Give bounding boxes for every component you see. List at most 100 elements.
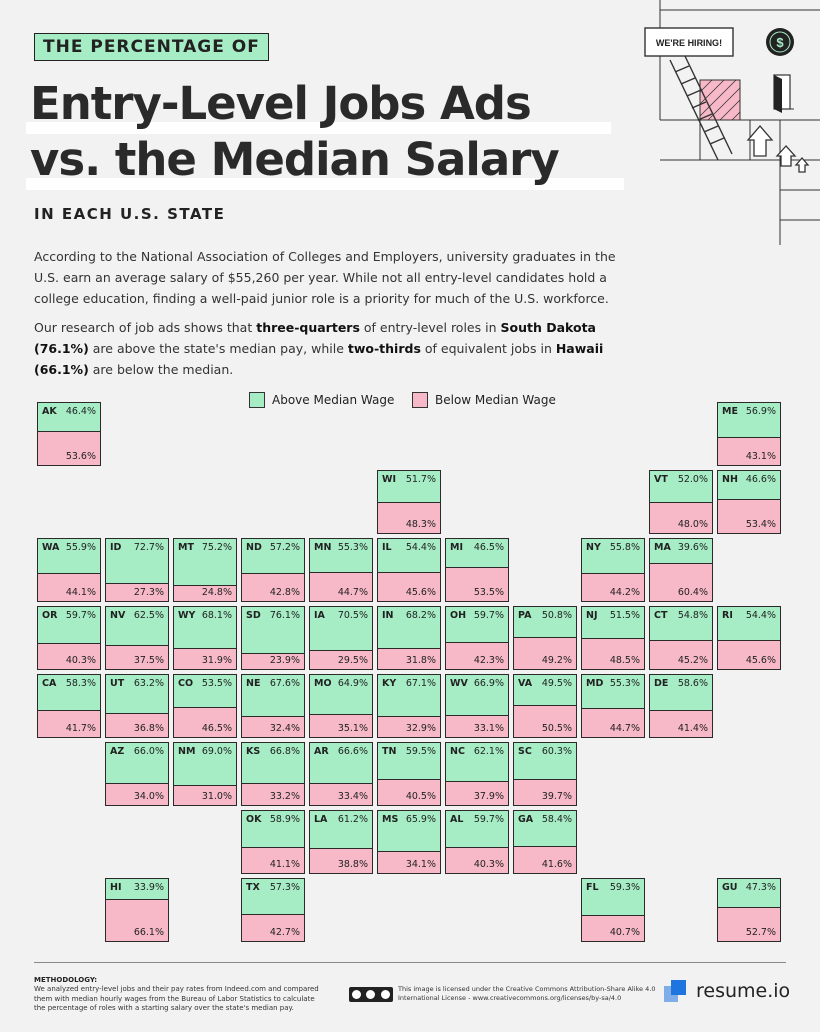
below-median-value: 32.9% [405,723,436,734]
state-code: AK [42,406,57,417]
state-tile-de: DE 58.6% 41.4% [649,674,713,738]
above-median-value: 56.9% [745,406,776,417]
above-median-value: 39.6% [677,542,708,553]
state-tile-co: CO 53.5% 46.5% [173,674,237,738]
below-median-fill [310,714,372,737]
below-median-fill [378,851,440,873]
state-tile-wy: WY 68.1% 31.9% [173,606,237,670]
footer-divider [34,962,786,963]
state-code: VA [518,678,533,689]
below-median-fill [650,710,712,737]
above-median-value: 62.1% [473,746,504,757]
below-median-fill [718,640,780,669]
state-code: MA [654,542,671,553]
below-median-fill [582,915,644,941]
state-code: CA [42,678,57,689]
below-median-fill [310,572,372,601]
below-median-fill [514,705,576,737]
state-code: NJ [586,610,598,621]
below-median-fill [650,640,712,669]
state-tile-ms: MS 65.9% 34.1% [377,810,441,874]
below-median-value: 45.6% [745,655,776,666]
below-median-fill [38,431,100,465]
state-tile-ct: CT 54.8% 45.2% [649,606,713,670]
below-median-fill [106,583,168,601]
above-median-value: 62.5% [133,610,164,621]
below-median-value: 45.6% [405,587,436,598]
below-median-fill [582,573,644,601]
state-code: WI [382,474,397,485]
legend-label-below: Below Median Wage [435,393,556,407]
brand[interactable]: resume.io [664,980,790,1002]
state-tile-ky: KY 67.1% 32.9% [377,674,441,738]
above-median-value: 61.2% [337,814,368,825]
state-code: MN [314,542,332,553]
below-median-fill [242,847,304,873]
above-median-value: 33.9% [133,882,164,893]
state-tile-mo: MO 64.9% 35.1% [309,674,373,738]
state-tile-mn: MN 55.3% 44.7% [309,538,373,602]
below-median-fill [378,648,440,669]
above-median-value: 67.1% [405,678,436,689]
state-tile-nj: NJ 51.5% 48.5% [581,606,645,670]
above-median-value: 59.7% [473,814,504,825]
below-median-value: 66.1% [133,927,164,938]
state-tile-ks: KS 66.8% 33.2% [241,742,305,806]
above-median-value: 64.9% [337,678,368,689]
below-median-value: 41.1% [269,859,300,870]
below-median-fill [446,567,508,601]
above-median-value: 68.2% [405,610,436,621]
below-median-fill [38,710,100,737]
below-median-value: 37.5% [133,655,164,666]
state-code: NH [722,474,738,485]
below-median-fill [650,502,712,533]
below-median-value: 48.0% [677,519,708,530]
below-median-fill [446,715,508,737]
state-tile-ne: NE 67.6% 32.4% [241,674,305,738]
state-tile-oh: OH 59.7% 42.3% [445,606,509,670]
state-tile-al: AL 59.7% 40.3% [445,810,509,874]
legend-label-above: Above Median Wage [272,393,395,407]
state-code: MO [314,678,332,689]
below-median-value: 40.3% [65,655,96,666]
below-median-fill [174,648,236,669]
above-median-value: 60.3% [541,746,572,757]
below-median-value: 31.0% [201,791,232,802]
below-median-value: 40.3% [473,859,504,870]
above-median-value: 47.3% [745,882,776,893]
resume-io-logo-icon [664,980,686,1002]
below-median-fill [242,914,304,941]
dollar-symbol: $ [776,35,784,50]
below-median-value: 37.9% [473,791,504,802]
state-tile-ar: AR 66.6% 33.4% [309,742,373,806]
state-tile-la: LA 61.2% 38.8% [309,810,373,874]
intro-paragraph-2: Our research of job ads shows that three… [34,320,604,377]
methodology-title: METHODOLOGY: [34,976,98,984]
state-code: OR [42,610,58,621]
state-code: KY [382,678,397,689]
below-median-value: 53.4% [745,519,776,530]
hiring-sign [644,27,734,57]
below-median-fill [446,781,508,805]
above-median-value: 66.9% [473,678,504,689]
state-tile-ca: CA 58.3% 41.7% [37,674,101,738]
state-tile-ny: NY 55.8% 44.2% [581,538,645,602]
above-median-value: 46.5% [473,542,504,553]
below-median-fill [514,846,576,873]
title-line-2: vs. the Median Salary [26,133,624,190]
below-median-fill [310,650,372,669]
below-median-fill [174,585,236,601]
below-median-value: 44.7% [609,723,640,734]
below-median-value: 33.2% [269,791,300,802]
state-tile-vt: VT 52.0% 48.0% [649,470,713,534]
above-median-value: 55.8% [609,542,640,553]
state-tile-gu: GU 47.3% 52.7% [717,878,781,942]
above-median-value: 57.2% [269,542,300,553]
title-text-2: vs. the Median Salary [30,133,560,186]
subtitle: IN EACH U.S. STATE [34,205,226,223]
below-median-fill [242,573,304,601]
state-code: SC [518,746,532,757]
creative-commons-icon [349,987,393,1002]
below-median-fill [38,573,100,601]
below-median-value: 44.2% [609,587,640,598]
